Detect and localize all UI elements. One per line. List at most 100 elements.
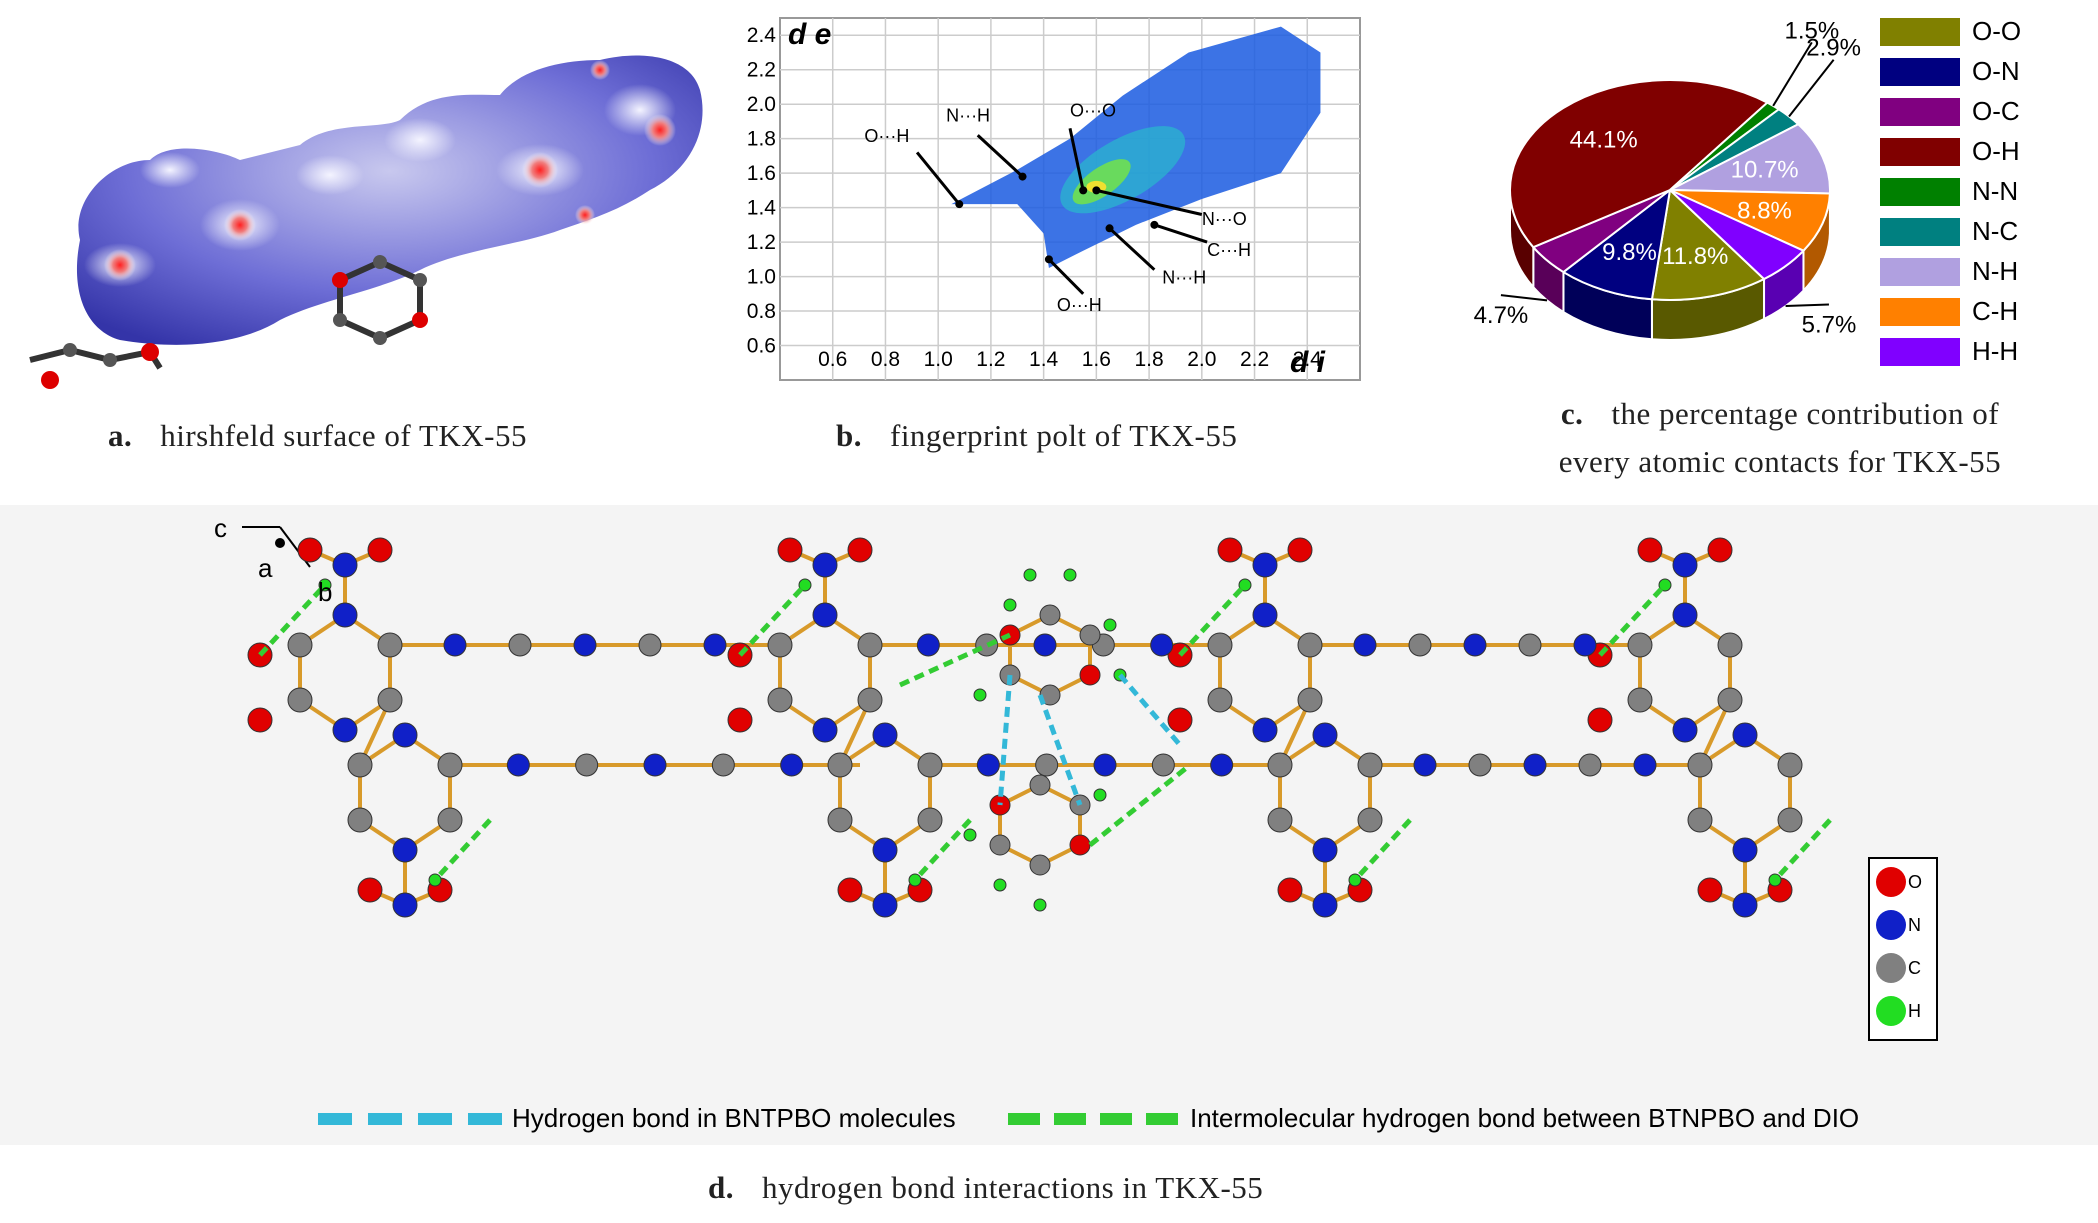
- pie-legend-swatch: [1880, 297, 1960, 326]
- atom-C: [1777, 807, 1803, 833]
- y-tick-label: 0.8: [747, 300, 776, 323]
- atom-C: [1035, 753, 1059, 777]
- atom-C: [1029, 854, 1051, 876]
- atom-C: [437, 807, 463, 833]
- annotation-arrow: [1108, 227, 1156, 271]
- atom-O: [1069, 834, 1091, 856]
- atom-C: [1717, 687, 1743, 713]
- atom-N: [1633, 753, 1657, 777]
- atom-C: [989, 834, 1011, 856]
- axis-label-c: c: [214, 513, 227, 543]
- hydrogen-bond-diagram: [242, 526, 1832, 918]
- pie-legend-swatch: [1880, 177, 1960, 206]
- atom-O: [777, 537, 803, 563]
- atom-C: [347, 752, 373, 778]
- fingerprint-plot-panel: 0.6 0.8 1.0 1.2 1.4 1.6 1.8 2.0 2.2 2.4 2.4 2.2 2.0 1…: [720, 0, 1430, 410]
- atom-N: [1312, 892, 1338, 918]
- atom-O: [1587, 707, 1613, 733]
- annotation-arrow: [976, 134, 1024, 178]
- annotation-arrowhead: [1150, 220, 1159, 229]
- pie-legend-item: N-C: [1880, 216, 2018, 247]
- atom-H: [1033, 898, 1047, 912]
- pie-value-label: 11.8%: [1662, 243, 1728, 270]
- atom-N: [506, 753, 530, 777]
- annotation-arrowhead: [1105, 224, 1114, 233]
- atom-C: [1039, 604, 1061, 626]
- atom-H: [1093, 788, 1107, 802]
- atom-H: [798, 578, 812, 592]
- atom-N: [1252, 552, 1278, 578]
- atom-N: [1210, 753, 1234, 777]
- atom-N: [332, 717, 358, 743]
- atom-O: [1167, 707, 1193, 733]
- atom-C: [767, 687, 793, 713]
- pie-leader-line: [1785, 303, 1829, 308]
- atom-H: [318, 578, 332, 592]
- legend-green: Intermolecular hydrogen bond between BTN…: [1008, 1103, 1859, 1134]
- pie-value-label: 2.9%: [1806, 35, 1861, 62]
- atom-O: [297, 537, 323, 563]
- pie-legend-label: O-O: [1972, 16, 2022, 46]
- pie-slice-O-H: [1509, 79, 1770, 249]
- x-tick-label: 1.2: [976, 348, 1005, 371]
- annotation-label: O···H: [864, 126, 909, 146]
- hirshfeld-surface-shape: [76, 55, 703, 345]
- atom-C: [1357, 752, 1383, 778]
- atom-C: [1578, 753, 1602, 777]
- atom-legend-label: O: [1908, 871, 1923, 892]
- pie-legend-label: O-N: [1972, 56, 2020, 86]
- atom-N: [392, 722, 418, 748]
- atom-C: [857, 687, 883, 713]
- corner-label-di: d i: [1290, 346, 1326, 379]
- atom-N: [976, 753, 1000, 777]
- atom-legend-item: O: [1876, 867, 1922, 897]
- atom-N: [872, 837, 898, 863]
- axis-arrow-a: [275, 538, 285, 548]
- caption-b: b. fingerprint polt of TKX-55: [836, 418, 1238, 453]
- hydrogen-bond: [1353, 818, 1412, 882]
- atom-C: [377, 632, 403, 658]
- atom-N: [443, 633, 467, 657]
- hydrogen-bond: [1037, 694, 1083, 806]
- hydrogen-bond-panel: c a b O N C H Hydrogen bond in BNTPBO molec…: [0, 505, 2098, 1145]
- atom-legend-dot: [1876, 867, 1906, 897]
- atom-C: [1207, 632, 1233, 658]
- atom-C: [508, 633, 532, 657]
- atom-legend-item: H: [1876, 996, 1921, 1026]
- pie-legend-item: O-H: [1880, 136, 2020, 167]
- atom-H: [1658, 578, 1672, 592]
- x-tick-label: 1.6: [1082, 348, 1111, 371]
- atom-legend-label: H: [1908, 1000, 1921, 1021]
- atom-N: [1672, 602, 1698, 628]
- pie-legend-item: H-H: [1880, 336, 2018, 367]
- pie-value-label: 5.7%: [1802, 311, 1857, 338]
- annotation-label: O···O: [1070, 100, 1116, 120]
- pie-legend-item: O-N: [1880, 56, 2020, 87]
- atom-C: [1029, 774, 1051, 796]
- atom-H: [1103, 618, 1117, 632]
- pie-legend-swatch: [1880, 57, 1960, 86]
- atom-O: [367, 537, 393, 563]
- atom-N: [1463, 633, 1487, 657]
- atom-N: [1033, 633, 1057, 657]
- legend-cyan: Hydrogen bond in BNTPBO molecules: [318, 1103, 956, 1134]
- axis-label-b: b: [318, 577, 333, 607]
- atom-C: [377, 687, 403, 713]
- pie-leader-line: [1772, 41, 1813, 107]
- pie-slice-O-O: [1650, 187, 1766, 301]
- pie-legend-swatch: [1880, 97, 1960, 126]
- atom-C: [638, 633, 662, 657]
- atom-legend-item: C: [1876, 953, 1921, 983]
- pie-value-label: 8.8%: [1737, 198, 1792, 225]
- atom-N: [812, 602, 838, 628]
- atom-O: [247, 707, 273, 733]
- pie-legend-item: N-H: [1880, 256, 2018, 287]
- atom-N: [1732, 892, 1758, 918]
- atom-C: [857, 632, 883, 658]
- y-tick-label: 2.2: [747, 59, 776, 82]
- atom-N: [1312, 722, 1338, 748]
- green-dash-swatch: [1008, 1112, 1178, 1125]
- atom-N: [392, 837, 418, 863]
- hydrogen-bonds: [258, 583, 1832, 882]
- atom-O: [727, 707, 753, 733]
